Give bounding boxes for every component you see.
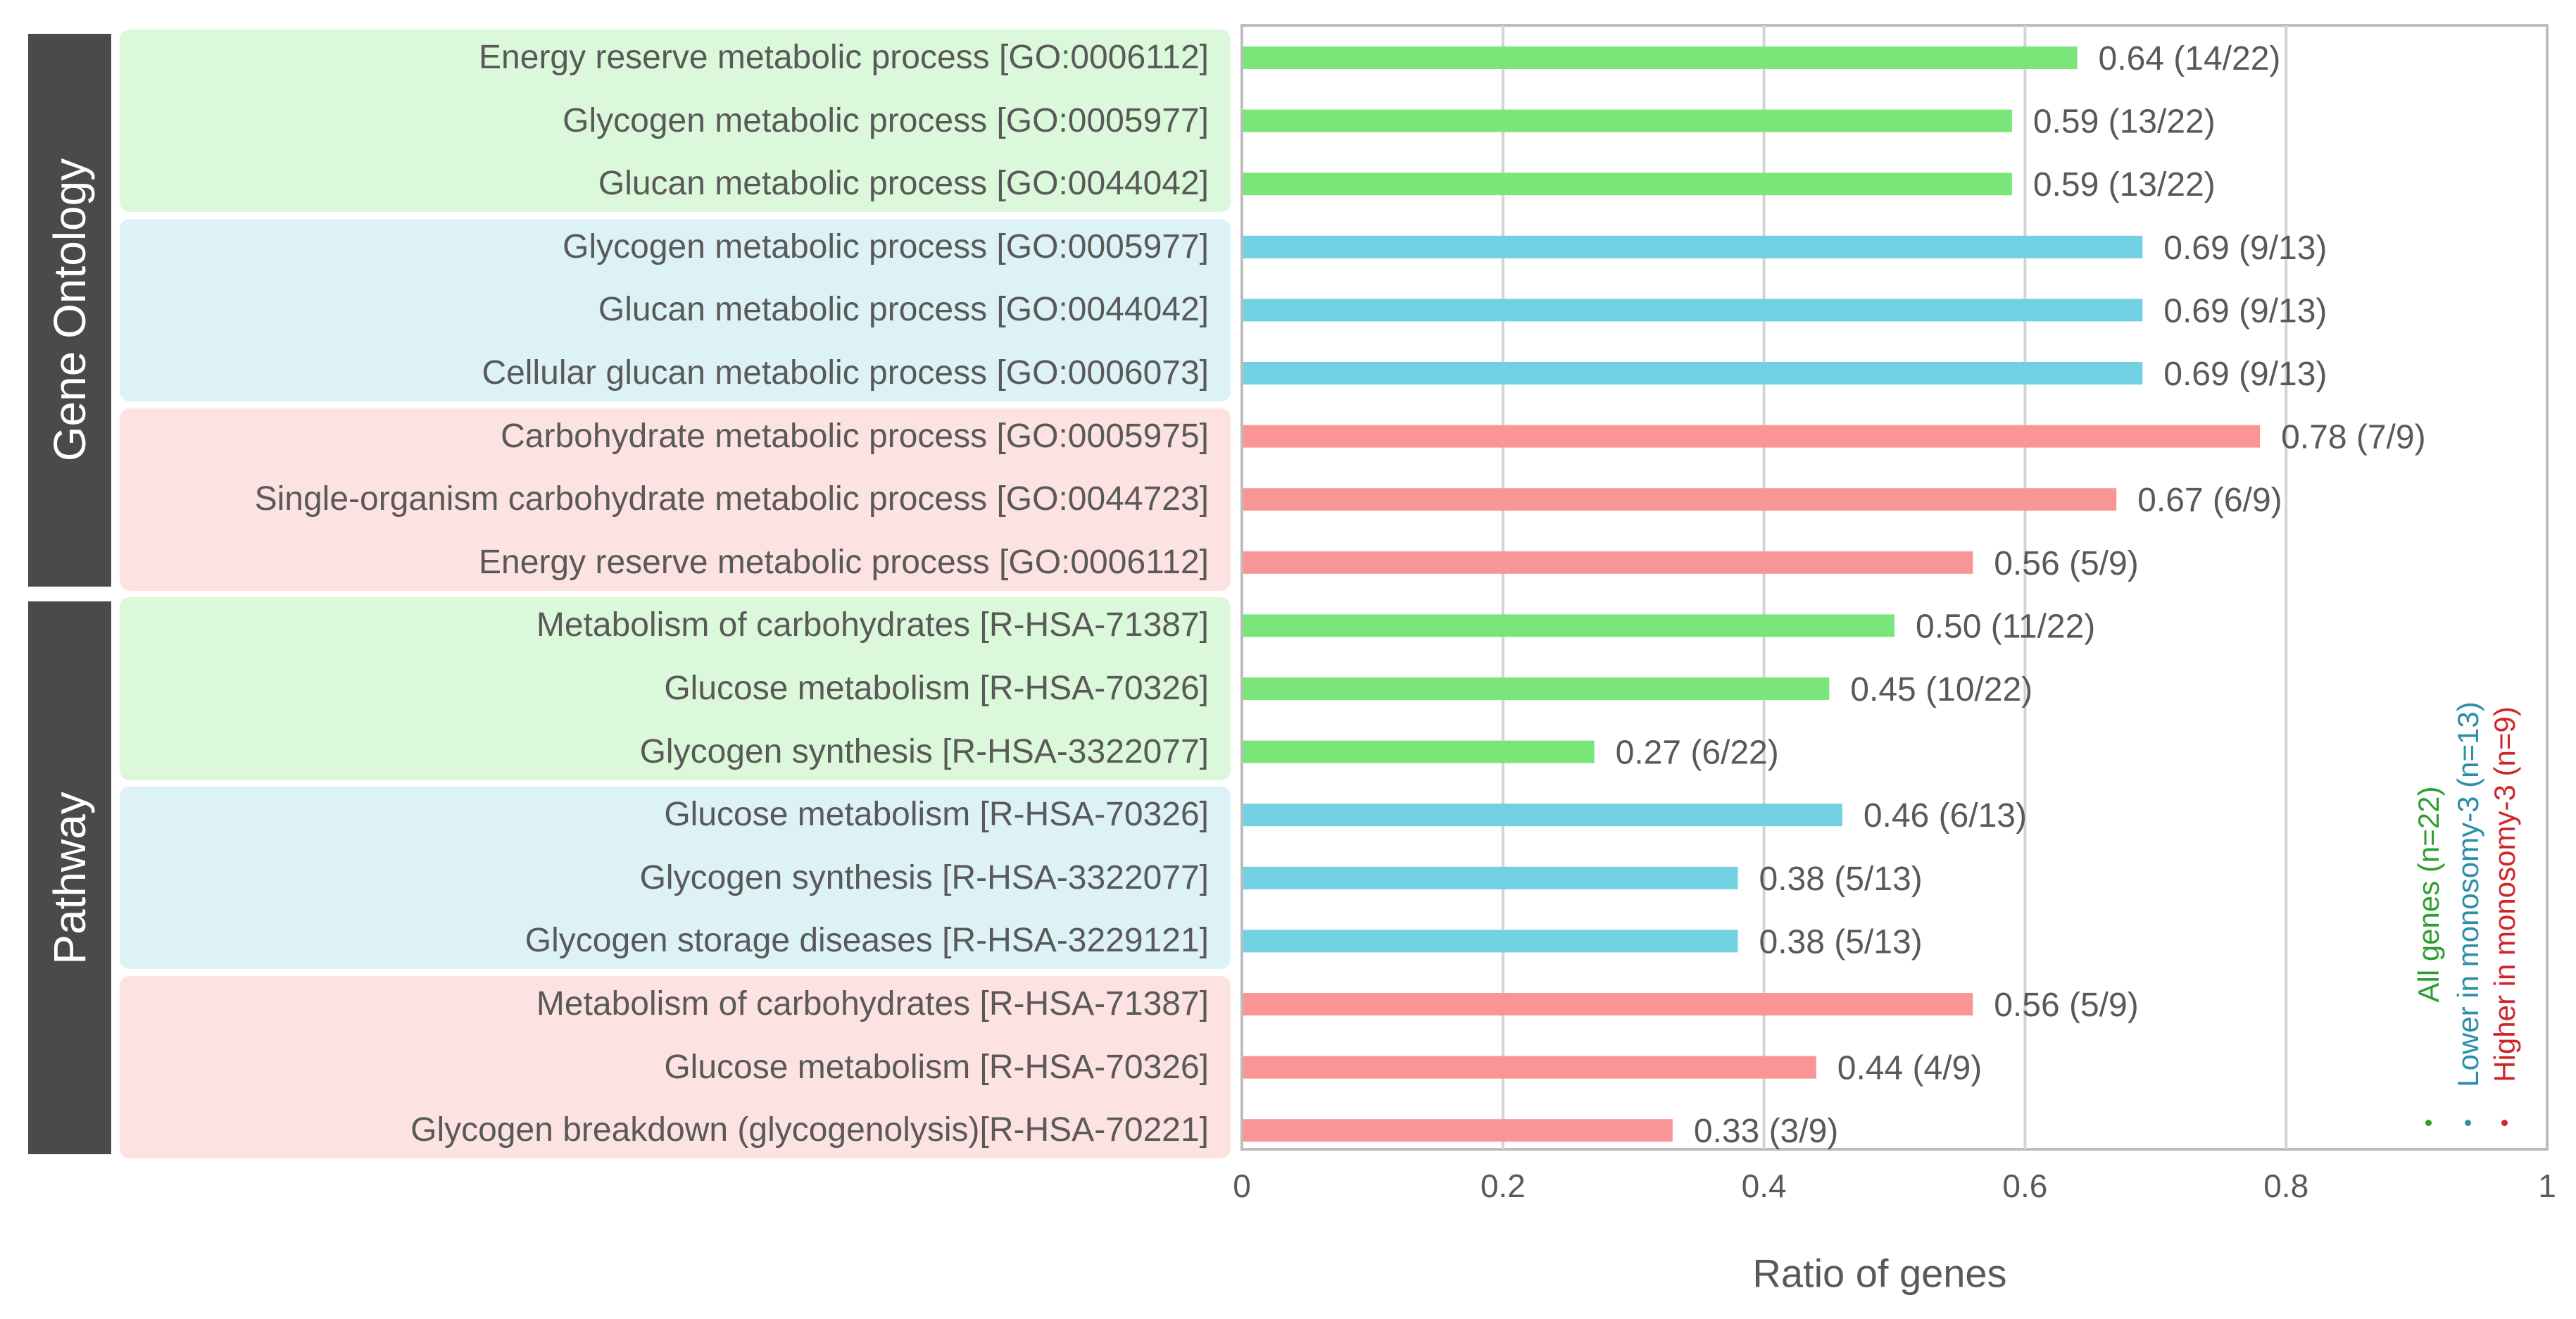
group-box-higher	[120, 976, 1231, 1159]
legend-label: All genes (n=22)	[2412, 786, 2445, 1003]
legend-marker	[2425, 1120, 2432, 1126]
section-band: Pathway	[28, 601, 111, 1155]
row-label: Glycogen breakdown (glycogenolysis)[R-HS…	[410, 1111, 1209, 1149]
row-label: Metabolism of carbohydrates [R-HSA-71387…	[536, 606, 1209, 644]
bar-value-label: 0.69 (9/13)	[2163, 230, 2327, 267]
bar	[1243, 235, 2143, 258]
bar-value-label: 0.45 (10/22)	[1850, 671, 2032, 708]
bar	[1243, 173, 2012, 196]
bar-value-label: 0.64 (14/22)	[2099, 40, 2281, 77]
bar	[1243, 425, 2261, 448]
group-box-all	[120, 30, 1231, 213]
bar	[1243, 1056, 1816, 1079]
row-label: Glycogen metabolic process [GO:0005977]	[563, 101, 1209, 139]
row-label: Glycogen synthesis [R-HSA-3322077]	[639, 858, 1209, 896]
plot-frame	[1240, 24, 2549, 1151]
x-tick-label: 0.6	[2002, 1168, 2047, 1204]
bar	[1243, 677, 1830, 700]
bar	[1243, 1119, 1673, 1142]
bar	[1243, 804, 1842, 827]
bar	[1243, 993, 1973, 1015]
bar-value-label: 0.67 (6/9)	[2137, 482, 2282, 519]
row-label: Glucose metabolism [R-HSA-70326]	[664, 796, 1209, 834]
bar	[1243, 866, 1738, 889]
bar-value-label: 0.78 (7/9)	[2281, 419, 2425, 456]
bar-value-label: 0.38 (5/13)	[1759, 861, 1923, 898]
row-label: Glucose metabolism [R-HSA-70326]	[664, 1048, 1209, 1086]
bar-value-label: 0.69 (9/13)	[2163, 292, 2327, 330]
bar	[1243, 46, 2078, 69]
bar-value-label: 0.56 (5/9)	[1994, 545, 2138, 582]
bar-value-label: 0.59 (13/22)	[2033, 104, 2216, 141]
section-band: Gene Ontology	[28, 34, 111, 587]
x-tick-label: 1	[2538, 1168, 2556, 1204]
legend-marker	[2501, 1120, 2508, 1126]
x-tick-label: 0	[1233, 1168, 1251, 1204]
bar-value-label: 0.44 (4/9)	[1837, 1050, 1982, 1087]
bar-value-label: 0.38 (5/13)	[1759, 923, 1923, 961]
bar	[1243, 551, 1973, 574]
x-axis-title: Ratio of genes	[1752, 1251, 2007, 1296]
bar	[1243, 109, 2012, 132]
legend-label: Lower in monosomy-3 (n=13)	[2451, 701, 2484, 1087]
x-tick-label: 0.4	[1742, 1168, 1787, 1204]
bar-value-label: 0.69 (9/13)	[2163, 356, 2327, 393]
bar	[1243, 740, 1595, 763]
row-label: Energy reserve metabolic process [GO:000…	[479, 543, 1209, 581]
group-box-higher	[120, 408, 1231, 591]
bar	[1243, 299, 2143, 322]
row-label: Glucan metabolic process [GO:0044042]	[598, 291, 1209, 329]
bar-value-label: 0.50 (11/22)	[1916, 608, 2095, 645]
row-label: Cellular glucan metabolic process [GO:00…	[482, 354, 1209, 392]
bar-value-label: 0.33 (3/9)	[1694, 1113, 1838, 1150]
row-label: Glycogen synthesis [R-HSA-3322077]	[639, 732, 1209, 770]
legend-marker	[2465, 1120, 2471, 1126]
row-label: Energy reserve metabolic process [GO:000…	[479, 39, 1209, 76]
x-tick-label: 0.8	[2263, 1168, 2308, 1204]
bar	[1243, 930, 1738, 953]
bar	[1243, 362, 2143, 385]
row-label: Glucan metabolic process [GO:0044042]	[598, 165, 1209, 203]
group-box-lower	[120, 787, 1231, 970]
row-label: Carbohydrate metabolic process [GO:00059…	[501, 417, 1209, 455]
row-label: Metabolism of carbohydrates [R-HSA-71387…	[536, 985, 1209, 1023]
row-label: Single-organism carbohydrate metabolic p…	[254, 480, 1209, 518]
row-label: Glycogen metabolic process [GO:0005977]	[563, 227, 1209, 265]
group-box-lower	[120, 218, 1231, 401]
row-label: Glycogen storage diseases [R-HSA-3229121…	[524, 922, 1209, 960]
row-label: Glucose metabolism [R-HSA-70326]	[664, 670, 1209, 707]
legend-label: Higher in monosomy-3 (n=9)	[2488, 706, 2521, 1082]
bar-value-label: 0.59 (13/22)	[2033, 166, 2216, 204]
bar-value-label: 0.46 (6/13)	[1864, 797, 2027, 834]
bar-value-label: 0.56 (5/9)	[1994, 987, 2138, 1024]
x-tick-label: 0.2	[1481, 1168, 1526, 1204]
bar	[1243, 488, 2117, 511]
bar-value-label: 0.27 (6/22)	[1616, 734, 1779, 772]
bar	[1243, 614, 1895, 637]
group-box-all	[120, 597, 1231, 780]
